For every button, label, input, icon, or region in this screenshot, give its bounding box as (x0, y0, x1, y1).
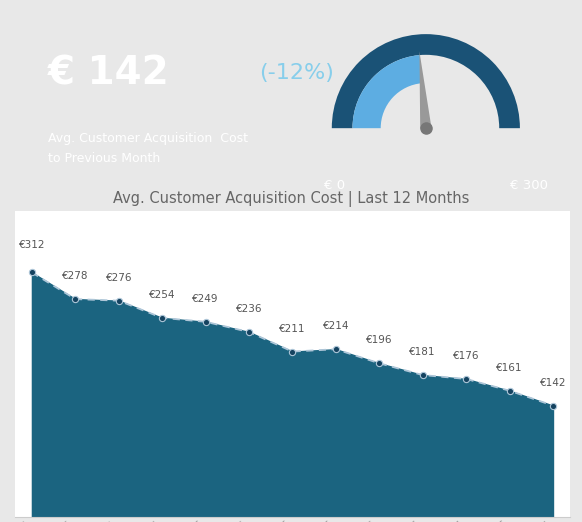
Text: €181: €181 (410, 347, 436, 357)
Text: €249: €249 (193, 294, 219, 304)
Text: €236: €236 (236, 304, 262, 314)
Text: €276: €276 (105, 272, 132, 282)
Polygon shape (420, 51, 431, 128)
Text: €196: €196 (366, 335, 392, 345)
Text: € 0: € 0 (324, 180, 345, 193)
Text: €254: €254 (149, 290, 175, 300)
Text: €211: €211 (279, 324, 306, 334)
Text: € 300: € 300 (510, 180, 548, 193)
Text: Avg. Customer Acquisition Cost | Last 12 Months: Avg. Customer Acquisition Cost | Last 12… (113, 191, 469, 207)
Text: Avg. Customer Acquisition  Cost
to Previous Month: Avg. Customer Acquisition Cost to Previo… (48, 132, 248, 165)
Wedge shape (332, 34, 520, 128)
Text: €312: €312 (19, 240, 45, 250)
Text: €278: €278 (62, 271, 88, 281)
Text: €176: €176 (453, 351, 480, 361)
Text: €214: €214 (322, 321, 349, 331)
Text: (-12%): (-12%) (259, 63, 334, 83)
Text: €161: €161 (496, 363, 523, 373)
Text: €142: €142 (540, 377, 566, 387)
Text: € 142: € 142 (48, 54, 169, 92)
Wedge shape (353, 55, 422, 128)
